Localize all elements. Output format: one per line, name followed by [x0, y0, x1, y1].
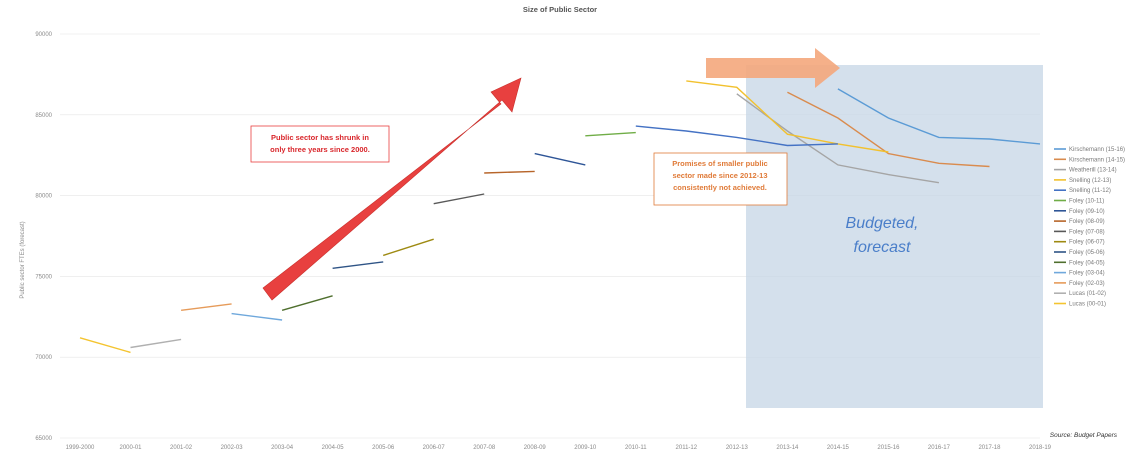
y-tick-label: 65000 [35, 436, 52, 442]
orange-arrow [706, 48, 840, 88]
legend: Kirschemann (15-16) Kirschemann (14-15) We… [1054, 147, 1125, 308]
series-line [382, 238, 434, 257]
series-line [585, 131, 636, 137]
x-tick-label: 2002-03 [221, 445, 244, 451]
legend-item-label: Foley (05-06) [1069, 250, 1105, 256]
x-tick-label: 2000-01 [120, 445, 143, 451]
x-tick-label: 2004-05 [322, 445, 345, 451]
legend-item-label: Foley (07-08) [1069, 229, 1105, 235]
x-tick-label: 2010-11 [625, 445, 647, 451]
x-tick-label: 2012-13 [726, 445, 749, 451]
series-line [79, 337, 131, 354]
series-line [231, 312, 283, 321]
red-annotation-line-1: Public sector has shrunk in [271, 133, 369, 142]
forecast-label-line-1: Budgeted, [846, 215, 919, 232]
x-tick-label: 2018-19 [1029, 445, 1052, 451]
series-line [686, 80, 889, 153]
x-tick-label: 2005-06 [372, 445, 395, 451]
legend-item-label: Weatherill (13-14) [1069, 168, 1117, 174]
legend-item-label: Foley (02-03) [1069, 281, 1105, 287]
x-tick-label: 2015-16 [877, 445, 900, 451]
x-tick-label: 2013-14 [776, 445, 799, 451]
orange-annotation-box [653, 152, 788, 206]
red-annotation-line-2: only three years since 2000. [270, 145, 370, 154]
red-arrow [262, 77, 522, 301]
y-axis-label: Public sector FTEs (forecast) [20, 221, 26, 298]
x-tick-label: 2001-02 [170, 445, 193, 451]
x-tick-label: 2006-07 [423, 445, 446, 451]
x-tick-label: 2017-18 [978, 445, 1001, 451]
series-line [837, 88, 1041, 145]
legend-item-label: Foley (08-09) [1069, 219, 1105, 225]
series-line [332, 261, 384, 269]
series-line [484, 170, 535, 174]
legend-item-label: Foley (10-11) [1069, 199, 1104, 205]
chart-title: Size of Public Sector [523, 5, 597, 14]
orange-annotation-line-1: Promises of smaller public [672, 159, 767, 168]
series-line [787, 91, 990, 168]
forecast-label-line-2: forecast [854, 239, 911, 256]
y-tick-label: 90000 [35, 32, 52, 38]
x-tick-label: 2003-04 [271, 445, 294, 451]
orange-annotation-line-2: sector made since 2012-13 [672, 171, 767, 180]
series-line [281, 295, 333, 311]
legend-item-label: Foley (03-04) [1069, 271, 1105, 277]
y-tick-label: 85000 [35, 113, 52, 119]
legend-item-label: Lucas (01-02) [1069, 291, 1106, 297]
series-lines [79, 80, 1041, 354]
x-tick-label: 2007-08 [473, 445, 496, 451]
forecast-region [746, 65, 1043, 408]
legend-item-label: Kirschemann (15-16) [1069, 147, 1125, 153]
legend-item-label: Snelling (12-13) [1069, 178, 1111, 184]
y-tick-label: 75000 [35, 274, 52, 280]
x-tick-label: 2008-09 [524, 445, 547, 451]
x-tick-label: 2009-10 [574, 445, 597, 451]
legend-item-label: Foley (06-07) [1069, 240, 1105, 246]
legend-item-label: Snelling (11-12) [1069, 188, 1111, 194]
legend-item-label: Foley (09-10) [1069, 209, 1105, 215]
x-tick-label: 1999-2000 [66, 445, 95, 451]
y-tick-label: 80000 [35, 194, 52, 200]
gridlines [60, 33, 1040, 439]
series-line [534, 152, 586, 166]
x-tick-label: 2014-15 [827, 445, 850, 451]
orange-annotation-line-3: consistently not achieved. [673, 183, 767, 192]
x-tick-label: 2011-12 [676, 445, 698, 451]
x-axis-ticks: 1999-2000 2000-01 2001-02 2002-03 2003-04 200… [66, 445, 1052, 451]
y-axis-ticks: 65000 70000 75000 80000 85000 90000 [35, 32, 52, 442]
red-annotation-box [250, 125, 390, 163]
series-line [433, 193, 485, 205]
y-tick-label: 70000 [35, 355, 52, 361]
series-line [130, 338, 182, 349]
source-note: Source: Budget Papers [1050, 432, 1118, 439]
series-line [635, 125, 838, 147]
legend-item-label: Kirschemann (14-15) [1069, 157, 1125, 163]
x-tick-label: 2016-17 [928, 445, 951, 451]
series-line [181, 303, 232, 311]
legend-item-label: Lucas (00-01) [1069, 302, 1106, 308]
legend-item-label: Foley (04-05) [1069, 260, 1105, 266]
